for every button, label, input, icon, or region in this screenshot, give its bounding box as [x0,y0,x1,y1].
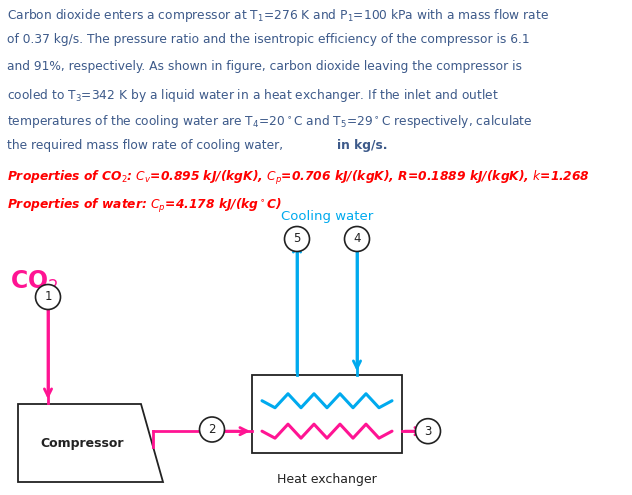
Circle shape [415,419,441,444]
Bar [252,375,402,453]
Text: cooled to T$_3$=342 K by a liquid water in a heat exchanger. If the inlet and ou: cooled to T$_3$=342 K by a liquid water … [7,87,499,103]
Text: 5: 5 [293,233,301,246]
Text: and 91%, respectively. As shown in figure, carbon dioxide leaving the compressor: and 91%, respectively. As shown in figur… [7,60,522,73]
Text: 1: 1 [44,291,52,303]
Text: temperatures of the cooling water are T$_4$=20$^\circ$C and T$_5$=29$^\circ$C re: temperatures of the cooling water are T$… [7,113,533,130]
Circle shape [200,417,224,442]
Circle shape [344,227,370,251]
Text: Carbon dioxide enters a compressor at T$_1$=276 K and P$_1$=100 kPa with a mass : Carbon dioxide enters a compressor at T$… [7,7,549,24]
Text: Cooling water: Cooling water [281,210,373,223]
Polygon shape [18,404,163,482]
Text: 2: 2 [209,423,216,436]
Text: Heat exchanger: Heat exchanger [277,473,377,486]
Text: CO$_2$: CO$_2$ [10,269,59,295]
Text: 4: 4 [353,233,361,246]
Text: Compressor: Compressor [40,437,123,449]
Circle shape [35,285,61,309]
Text: of 0.37 kg/s. The pressure ratio and the isentropic efficiency of the compressor: of 0.37 kg/s. The pressure ratio and the… [7,34,530,47]
Text: in kg/s.: in kg/s. [337,140,387,152]
Text: Properties of CO$_2$: $C_v$=0.895 kJ/(kgK), $C_p$=0.706 kJ/(kgK), R=0.1889 kJ/(k: Properties of CO$_2$: $C_v$=0.895 kJ/(kg… [7,169,590,187]
Text: Properties of water: $C_p$=4.178 kJ/(kg$^\circ$C): Properties of water: $C_p$=4.178 kJ/(kg$… [7,197,283,215]
Text: the required mass flow rate of cooling water,: the required mass flow rate of cooling w… [7,140,287,152]
Text: 3: 3 [424,425,432,438]
Circle shape [284,227,310,251]
